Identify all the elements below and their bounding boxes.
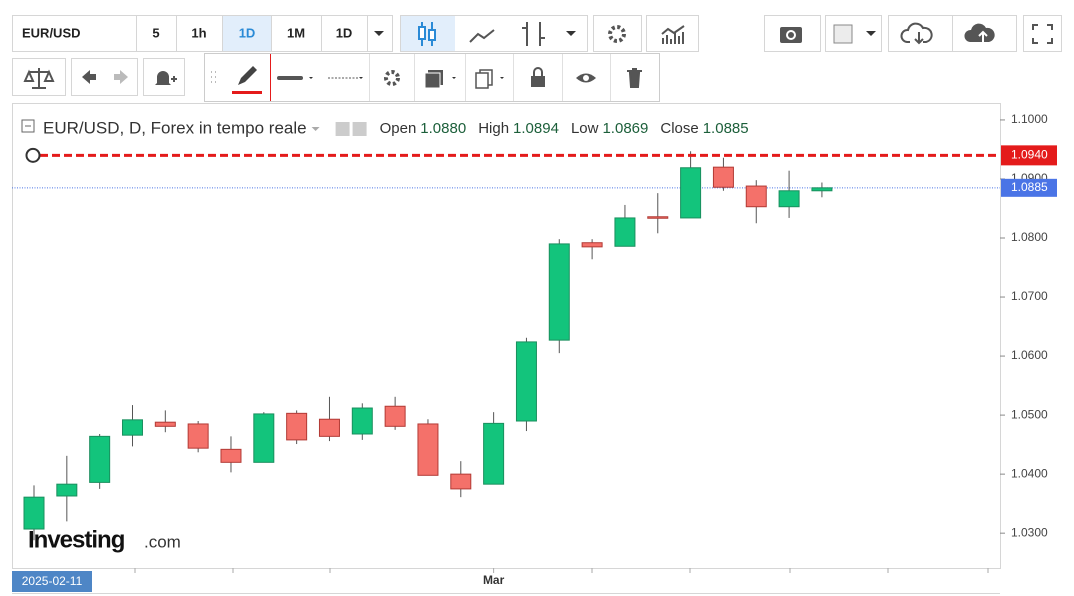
- symbol-bar: [12, 15, 393, 52]
- candle-body: [384, 405, 406, 427]
- candle-body: [318, 418, 340, 437]
- logo: Investing .com: [28, 526, 181, 553]
- interval[interactable]: 1M: [287, 25, 305, 40]
- y-tick-label: 1.0300: [1011, 525, 1048, 539]
- candle-body: [253, 413, 275, 463]
- candle-body: [154, 421, 176, 427]
- pen-icon[interactable]: [238, 66, 257, 85]
- symbol[interactable]: EUR/USD: [22, 25, 81, 40]
- y-tick-label: 1.0800: [1011, 230, 1048, 244]
- legend-name: Close: [660, 120, 698, 137]
- candle-body: [614, 217, 636, 247]
- line-handle[interactable]: [25, 147, 41, 163]
- area-icon[interactable]: [469, 29, 495, 43]
- eye-icon: [335, 122, 350, 136]
- legend-value: 1.0885: [703, 120, 749, 137]
- candle-body: [89, 435, 111, 483]
- candle-body: [286, 412, 308, 441]
- candle-body: [121, 419, 143, 436]
- x-tick-label: 2025-02-11: [22, 574, 83, 588]
- candle-body: [187, 423, 209, 449]
- indicators-btn[interactable]: [646, 15, 699, 52]
- line-width[interactable]: [277, 76, 303, 80]
- hline-label-bg: [1001, 145, 1057, 166]
- candle-body: [56, 483, 78, 497]
- hline-label: 1.0940: [1011, 148, 1048, 162]
- candle-body: [680, 167, 702, 219]
- candle-body: [778, 190, 800, 208]
- legend-name: High: [478, 120, 509, 137]
- x-cursor-label-bg: [12, 571, 92, 592]
- last-price-label: 1.0885: [1011, 180, 1048, 194]
- legend-value: 1.0894: [513, 120, 559, 137]
- legend-name: Low: [571, 120, 599, 137]
- interval[interactable]: 5: [152, 25, 159, 40]
- ohlc-legend: Open 1.0880 High 1.0894 Low 1.0869 Close 1.0885: [380, 120, 749, 137]
- candle-body: [23, 496, 45, 530]
- y-tick-label: 1.0500: [1011, 407, 1048, 421]
- plot-frame: [12, 103, 1001, 569]
- legend-value: 1.0880: [420, 120, 466, 137]
- y-tick-label: 1.0400: [1011, 466, 1048, 480]
- dropdown[interactable]: [374, 31, 384, 36]
- candle-body: [483, 422, 505, 485]
- candle-body: [450, 473, 472, 490]
- active-interval: [223, 16, 271, 51]
- bar-icon[interactable]: [522, 22, 545, 46]
- toolbar: EUR/USD 5 1h 1D 1M 1D: [12, 15, 1062, 102]
- interval[interactable]: 1D: [336, 25, 353, 40]
- candle-body: [220, 448, 242, 463]
- candle-body: [745, 185, 767, 208]
- interval[interactable]: 1h: [191, 25, 206, 40]
- candle-body: [581, 242, 603, 248]
- title-dropdown: [311, 127, 320, 131]
- y-tick-label: 1.1000: [1011, 112, 1048, 126]
- legend-name: Open: [380, 120, 417, 137]
- gear-icon: [352, 122, 367, 136]
- candle-body: [811, 187, 833, 192]
- candle-body: [712, 166, 734, 188]
- settings-btn[interactable]: [593, 15, 642, 52]
- x-tick-label: Mar: [483, 573, 505, 587]
- last-price-label-bg: [1001, 178, 1057, 197]
- legend-value: 1.0869: [602, 120, 648, 137]
- candle-body: [351, 407, 373, 435]
- y-tick-label: 1.0700: [1011, 289, 1048, 303]
- candle-body: [515, 341, 537, 422]
- fullscreen-btn[interactable]: [1023, 15, 1062, 52]
- candle-body: [647, 216, 669, 219]
- candle-body: [417, 423, 439, 476]
- interval[interactable]: 1D: [239, 25, 256, 40]
- logo-brand: Investing: [28, 526, 125, 553]
- candle-body: [548, 243, 570, 341]
- logo-suffix: .com: [144, 532, 181, 551]
- chart-title: EUR/USD, D, Forex in tempo reale: [43, 118, 307, 137]
- y-tick-label: 1.0600: [1011, 348, 1048, 362]
